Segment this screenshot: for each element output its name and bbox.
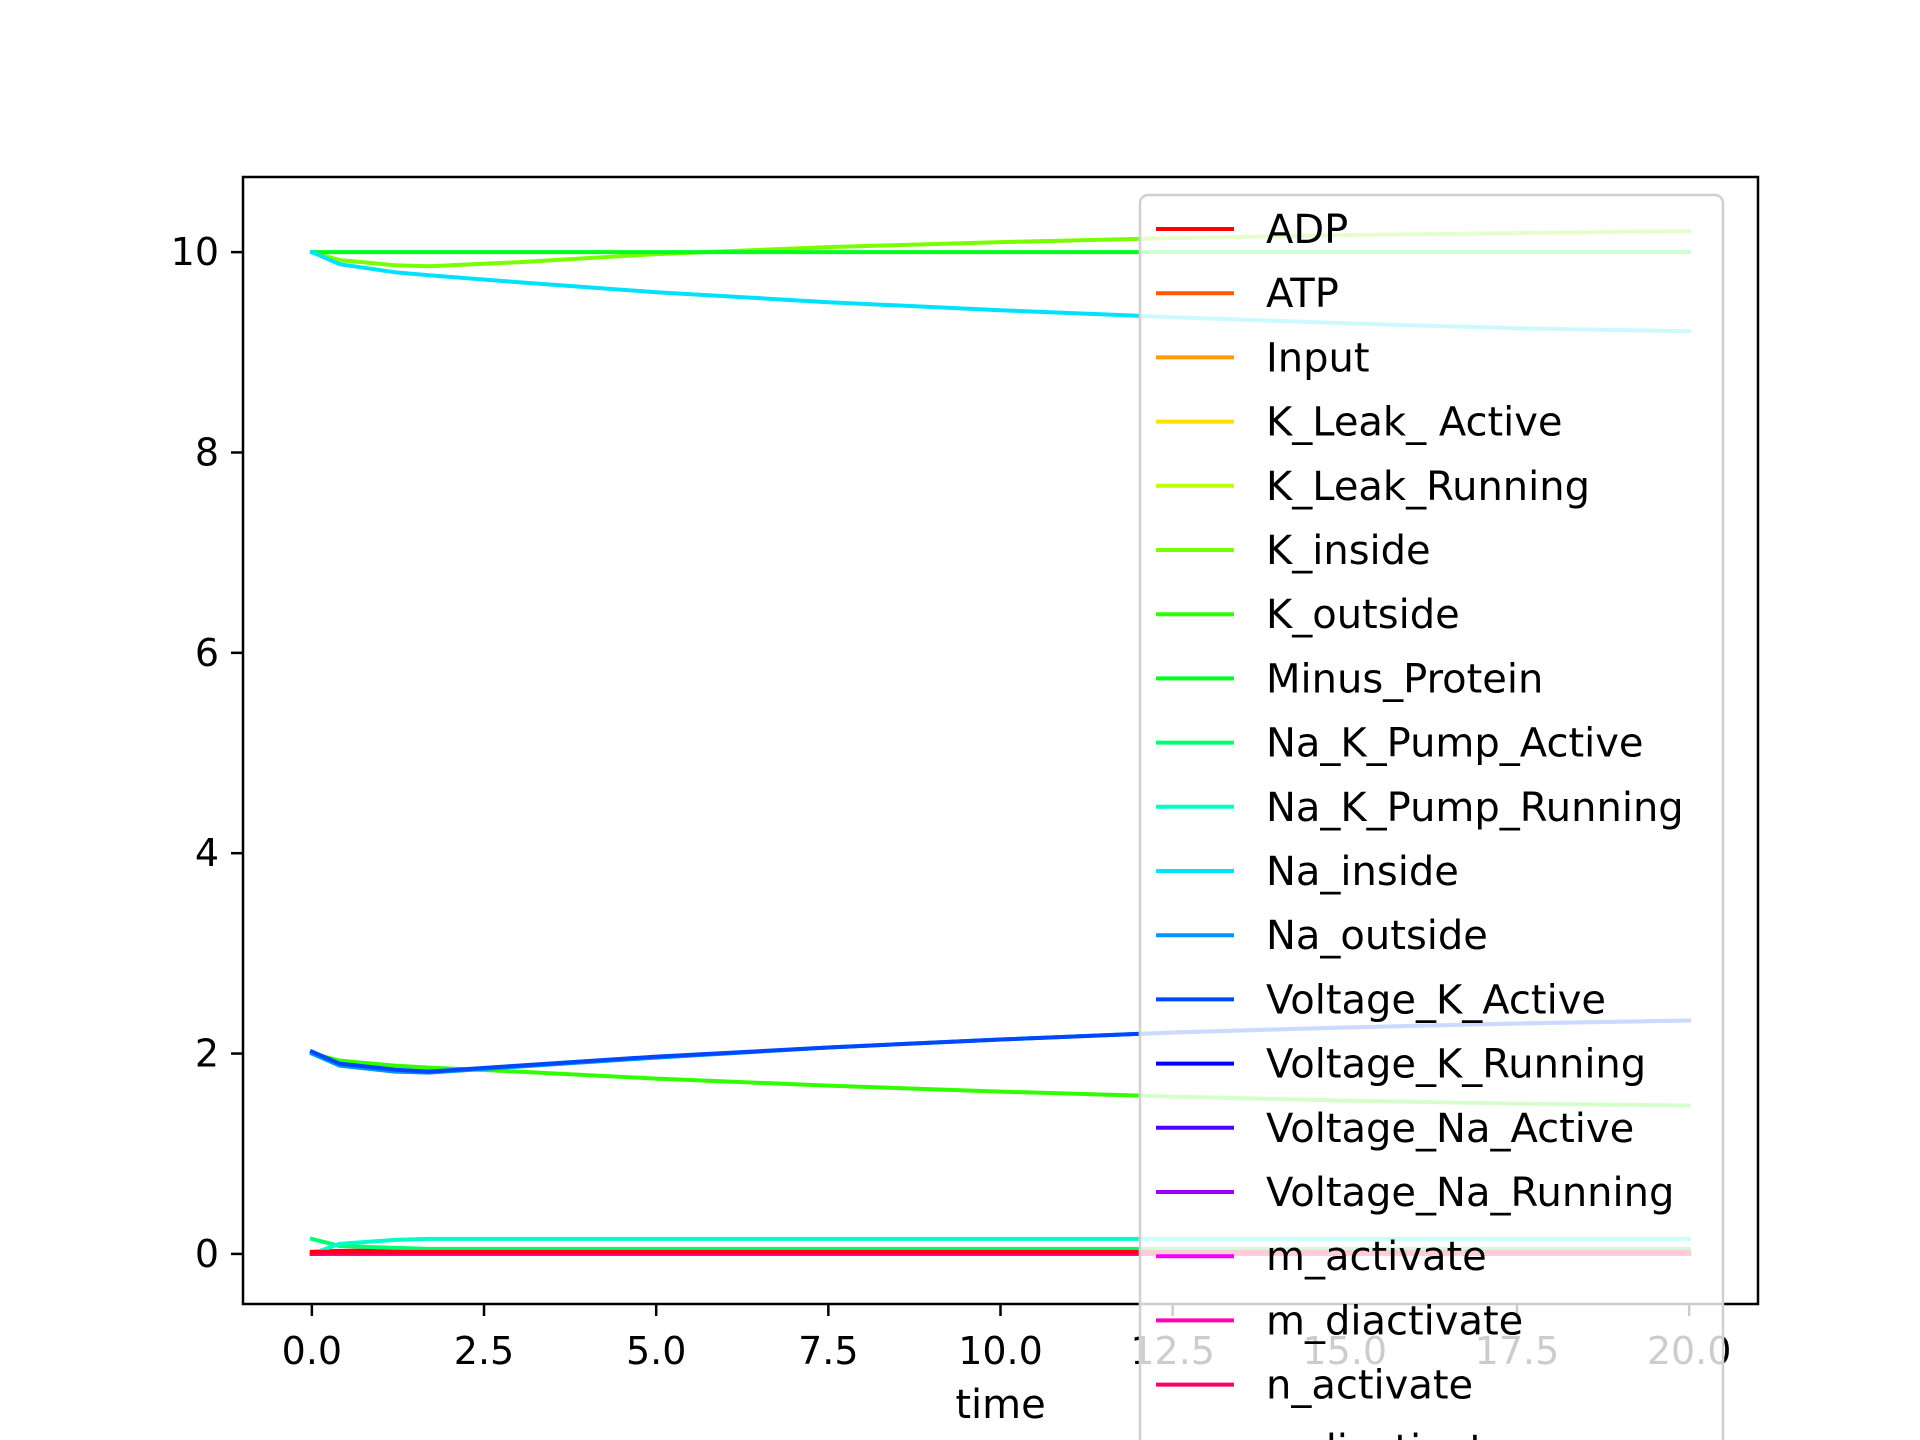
legend-label-8: Na_K_Pump_Active bbox=[1266, 721, 1644, 767]
y-tick-label: 10 bbox=[171, 230, 219, 274]
legend-label-5: K_inside bbox=[1266, 528, 1431, 574]
y-tick-label: 8 bbox=[195, 430, 219, 474]
y-tick-label: 2 bbox=[195, 1032, 219, 1076]
legend-label-16: m_activate bbox=[1266, 1234, 1487, 1280]
x-tick-label: 2.5 bbox=[454, 1329, 514, 1373]
y-tick-label: 0 bbox=[195, 1232, 219, 1276]
legend-label-4: K_Leak_Running bbox=[1266, 464, 1590, 510]
legend-label-3: K_Leak_ Active bbox=[1266, 400, 1563, 446]
x-tick-label: 10.0 bbox=[958, 1329, 1043, 1373]
legend-label-12: Voltage_K_Active bbox=[1266, 977, 1606, 1023]
legend-label-7: Minus_Protein bbox=[1266, 656, 1543, 702]
legend: ADP ATP Input K_Leak_ Active K_Leak_Running K… bbox=[1138, 193, 1725, 1440]
legend-label-1: ATP bbox=[1266, 271, 1339, 317]
legend-label-15: Voltage_Na_Running bbox=[1266, 1170, 1674, 1216]
x-tick-label: 0.0 bbox=[282, 1329, 342, 1373]
legend-label-6: K_outside bbox=[1266, 592, 1460, 638]
legend-label-14: Voltage_Na_Active bbox=[1266, 1106, 1634, 1152]
legend-label-18: n_activate bbox=[1266, 1363, 1473, 1409]
x-tick-label: 5.0 bbox=[626, 1329, 686, 1373]
legend-label-0: ADP bbox=[1266, 207, 1348, 253]
legend-label-19: n_diactivate bbox=[1266, 1427, 1510, 1440]
legend-label-2: Input bbox=[1266, 335, 1370, 381]
legend-label-9: Na_K_Pump_Running bbox=[1266, 785, 1684, 831]
y-tick-label: 6 bbox=[195, 631, 219, 675]
legend-label-10: Na_inside bbox=[1266, 849, 1459, 895]
x-tick-label: 7.5 bbox=[798, 1329, 858, 1373]
y-tick-label: 4 bbox=[195, 831, 219, 875]
legend-label-11: Na_outside bbox=[1266, 913, 1488, 959]
legend-box bbox=[1138, 193, 1725, 1440]
x-axis-title: time bbox=[955, 1382, 1045, 1428]
legend-label-13: Voltage_K_Running bbox=[1266, 1042, 1646, 1088]
legend-label-17: m_diactivate bbox=[1266, 1298, 1523, 1344]
